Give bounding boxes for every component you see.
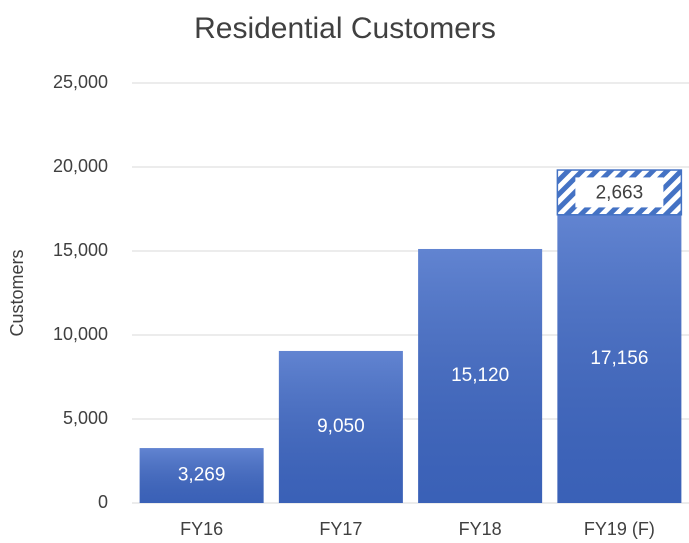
data-label: 9,050: [317, 416, 365, 437]
bar-shade: [418, 248, 543, 503]
bar-shade: [278, 350, 403, 503]
y-tick-label: 25,000: [53, 72, 108, 92]
data-label: 3,269: [178, 465, 226, 486]
x-tick-label: FY17: [319, 519, 362, 539]
y-tick-label: 0: [98, 492, 108, 512]
x-tick-label: FY18: [459, 519, 502, 539]
chart-title: Residential Customers: [194, 12, 496, 45]
y-tick-label: 20,000: [53, 156, 108, 176]
bar-shade: [557, 214, 682, 503]
y-axis-label: Customers: [7, 249, 27, 336]
data-label-box: [575, 177, 664, 208]
y-tick-label: 5,000: [63, 408, 108, 428]
y-tick-label: 10,000: [53, 324, 108, 344]
data-label: 2,663: [596, 182, 644, 203]
y-tick-label: 15,000: [53, 240, 108, 260]
bar-shade: [139, 448, 264, 503]
data-label: 15,120: [451, 365, 509, 386]
x-tick-label: FY19 (F): [584, 519, 655, 539]
x-tick-label: FY16: [180, 519, 223, 539]
data-label: 17,156: [590, 348, 648, 369]
